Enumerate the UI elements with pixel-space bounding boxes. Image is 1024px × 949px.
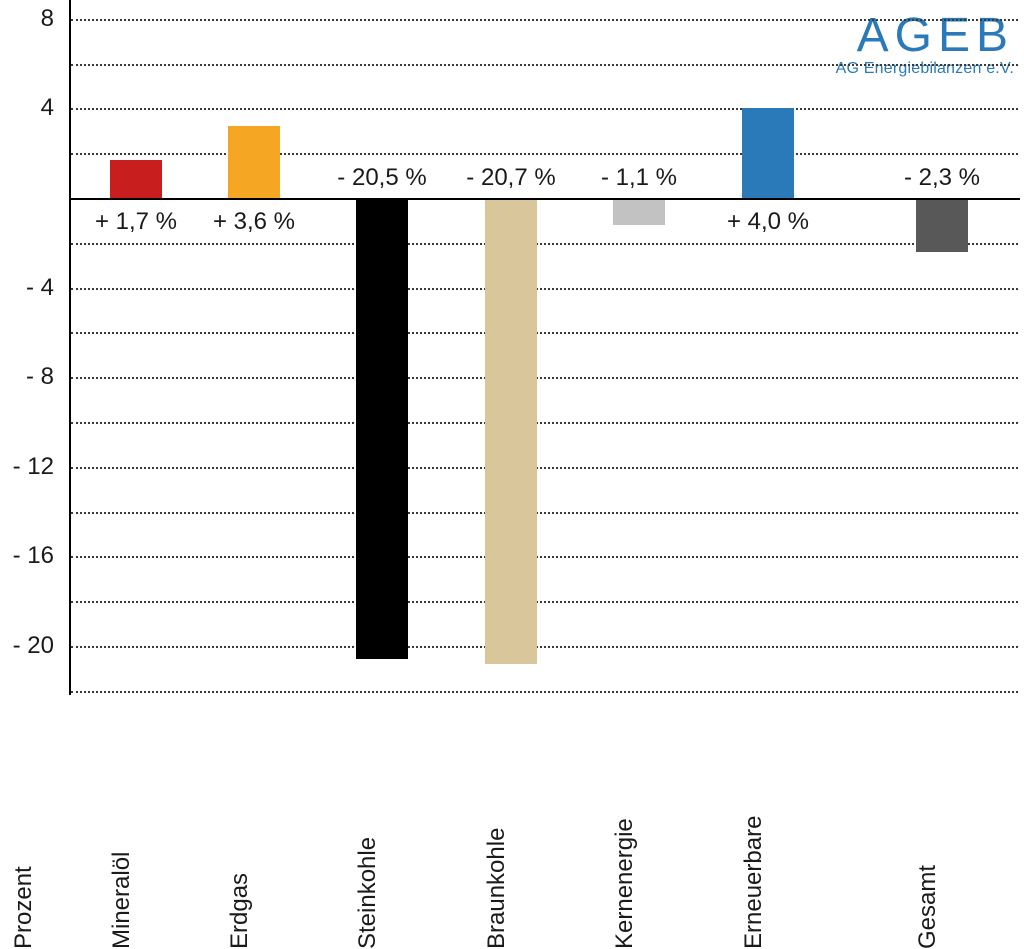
- gridline: [71, 556, 1018, 558]
- category-label: Erdgas: [226, 873, 254, 949]
- y-axis-line: [69, 0, 71, 695]
- category-label: Steinkohle: [354, 837, 382, 949]
- value-label: - 20,5 %: [337, 164, 426, 192]
- gridline: [71, 332, 1018, 334]
- y-tick-label: 8: [41, 5, 54, 33]
- y-tick-label: - 20: [13, 632, 54, 660]
- value-label: + 1,7 %: [95, 208, 177, 236]
- category-label: Kernenergie: [611, 818, 639, 949]
- value-label: - 1,1 %: [601, 164, 677, 192]
- value-label: + 4,0 %: [727, 208, 809, 236]
- bar: [228, 126, 280, 198]
- gridline: [71, 512, 1018, 514]
- y-tick-label: - 12: [13, 453, 54, 481]
- y-tick-label: 4: [41, 94, 54, 122]
- bar: [613, 200, 665, 225]
- bar: [485, 200, 537, 664]
- gridline: [71, 422, 1018, 424]
- category-label: Braunkohle: [483, 828, 511, 949]
- gridline: [71, 601, 1018, 603]
- energy-change-bar-chart: AGEB AG Energiebilanzen e.V. 8 4 - 4 - 8 - 1…: [0, 0, 1024, 945]
- bar: [916, 200, 968, 252]
- y-tick-label: - 16: [13, 542, 54, 570]
- gridline: [71, 153, 1018, 155]
- gridline: [71, 646, 1018, 648]
- bar: [742, 108, 794, 198]
- gridline: [71, 64, 1018, 66]
- category-label: Gesamt: [914, 865, 942, 949]
- category-label: Erneuerbare: [740, 816, 768, 949]
- gridline: [71, 243, 1018, 245]
- bar: [356, 200, 408, 659]
- value-label: - 20,7 %: [466, 164, 555, 192]
- gridline: [71, 19, 1018, 21]
- gridline: [71, 467, 1018, 469]
- ageb-logo: AGEB AG Energiebilanzen e.V.: [836, 12, 1014, 78]
- category-label: Mineralöl: [108, 852, 136, 949]
- gridline: [71, 108, 1018, 110]
- y-tick-label: - 4: [26, 274, 54, 302]
- gridline: [71, 691, 1018, 693]
- bar: [110, 160, 162, 198]
- value-label: + 3,6 %: [213, 208, 295, 236]
- gridline: [71, 288, 1018, 290]
- x-axis-line: [69, 198, 1020, 200]
- y-axis-unit-label: Prozent: [10, 866, 38, 949]
- value-label: - 2,3 %: [904, 164, 980, 192]
- y-tick-label: - 8: [26, 363, 54, 391]
- gridline: [71, 377, 1018, 379]
